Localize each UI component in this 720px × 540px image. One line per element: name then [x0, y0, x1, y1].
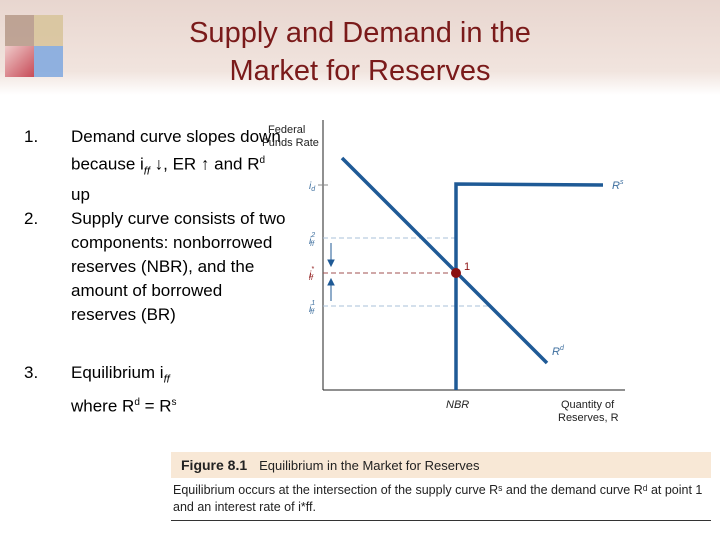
- tick-i2-label: i2 ff: [309, 232, 315, 248]
- y-axis-label-2: Funds Rate: [262, 137, 319, 149]
- supply-label: Rs: [612, 179, 624, 192]
- caption-body: Equilibrium occurs at the intersection o…: [171, 478, 711, 521]
- figure-caption: Figure 8.1 Equilibrium in the Market for …: [171, 452, 711, 521]
- figure-heading: Equilibrium in the Market for Reserves: [259, 458, 480, 473]
- x-axis-label-2: Reserves, R: [558, 412, 619, 424]
- demand-label: Rd: [552, 345, 565, 358]
- point-text: Demand curve slopes down because iff ↓, …: [71, 127, 281, 205]
- caption-header: Figure 8.1 Equilibrium in the Market for …: [171, 452, 711, 478]
- reserves-diagram: Federal Funds Rate id i2 ff i* ff i1 ff 1 R…: [262, 120, 625, 424]
- point-number: 1.: [24, 127, 39, 146]
- title-line-1: Supply and Demand in the: [189, 17, 531, 49]
- x-tick-nbr: NBR: [446, 399, 469, 411]
- point-text: Equilibrium iff where Rd = Rs: [71, 363, 177, 417]
- point-number: 2.: [24, 209, 39, 228]
- point-text: Supply curve consists of two components:…: [71, 209, 286, 324]
- tick-id-label: id: [309, 181, 316, 193]
- slide-header: Supply and Demand in the Market for Rese…: [0, 0, 720, 95]
- y-axis-label-1: Federal: [268, 124, 305, 136]
- tick-istar-label: i* ff: [309, 266, 314, 282]
- adjustment-arrows: [327, 243, 335, 301]
- supply-curve: [454, 182, 604, 390]
- logo-image: [5, 15, 63, 77]
- tick-i1-label: i1 ff: [309, 300, 315, 316]
- equilibrium-label: 1: [464, 261, 470, 273]
- point-number: 3.: [24, 363, 39, 382]
- demand-curve: [340, 156, 549, 365]
- equilibrium-point: [451, 268, 461, 278]
- title-line-2: Market for Reserves: [229, 55, 491, 87]
- slide-title: Supply and Demand in the Market for Rese…: [120, 14, 600, 90]
- x-axis-label-1: Quantity of: [561, 399, 615, 411]
- figure-number: Figure 8.1: [181, 457, 248, 473]
